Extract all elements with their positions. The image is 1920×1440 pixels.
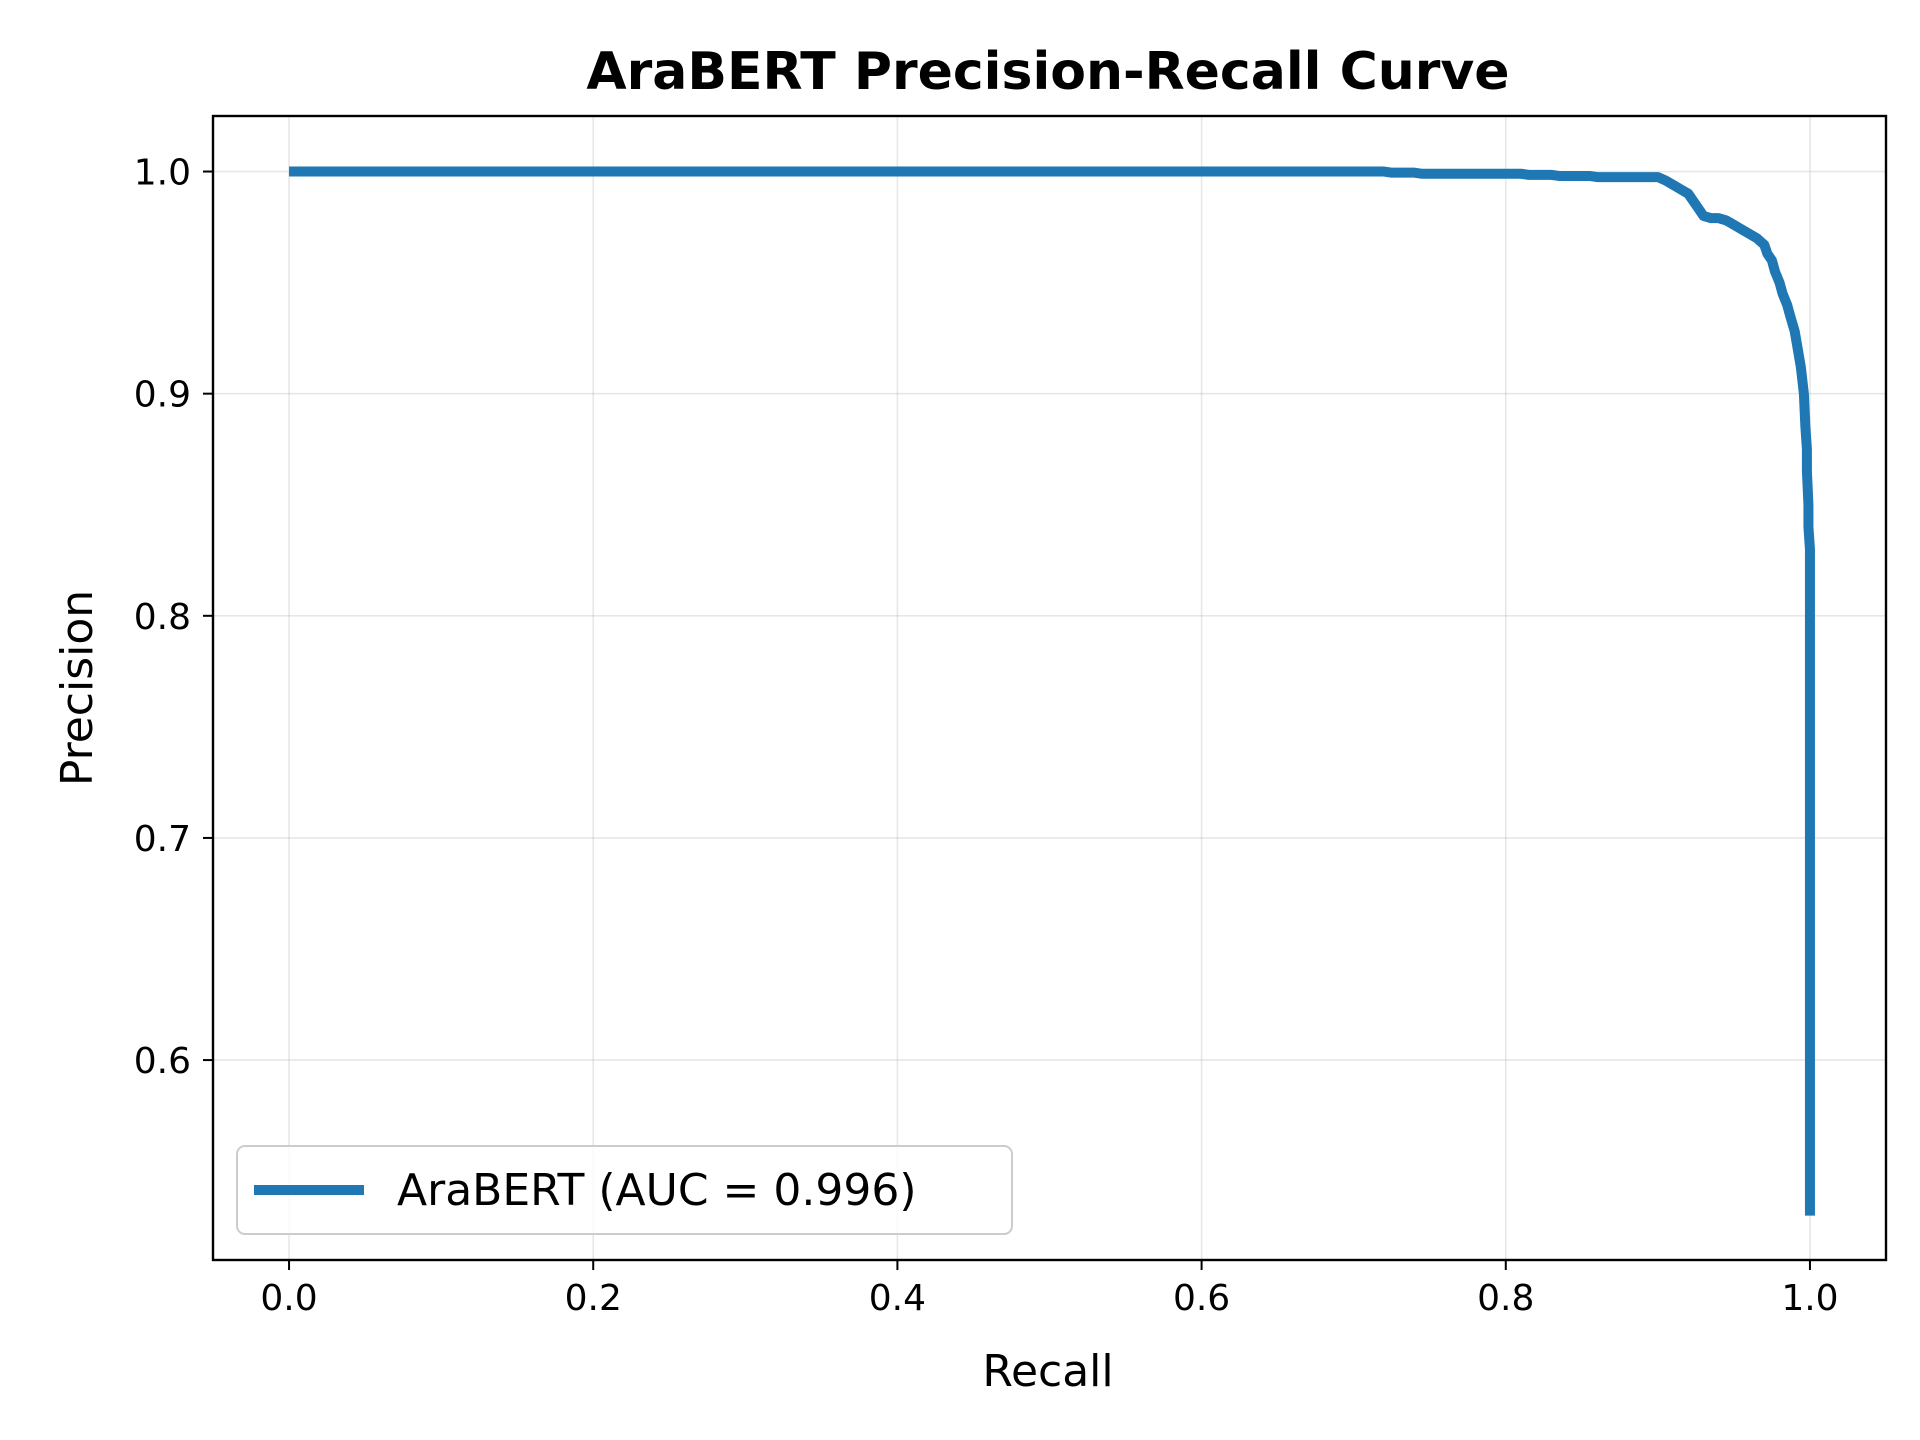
x-tick-label: 0.0	[260, 1278, 317, 1319]
series-line	[289, 166, 1815, 1216]
y-tick-label: 1.0	[134, 153, 191, 194]
x-tick-label: 0.2	[565, 1278, 622, 1319]
plot-frame	[211, 114, 1888, 1262]
y-tick-label: 0.7	[134, 819, 191, 860]
legend: AraBERT (AUC = 0.996)	[236, 1145, 1013, 1235]
legend-box	[236, 1145, 1013, 1235]
y-tick-label: 0.8	[134, 597, 191, 638]
legend-label: AraBERT (AUC = 0.996)	[397, 1165, 917, 1216]
axis-ticks: 0.0 0.2 0.4 0.6 0.8 1.0 0.6 0.7 0.8 0.9 1.0	[134, 153, 1839, 1319]
y-axis-label: Precision	[52, 590, 103, 786]
x-axis-label: Recall	[982, 1346, 1113, 1397]
y-tick-label: 0.6	[134, 1041, 191, 1082]
y-tick-label: 0.9	[134, 375, 191, 416]
series-lines	[289, 166, 1815, 1216]
chart-title: AraBERT Precision-Recall Curve	[586, 42, 1509, 102]
x-tick-label: 0.8	[1477, 1278, 1534, 1319]
x-tick-label: 1.0	[1781, 1278, 1838, 1319]
x-tick-label: 0.4	[869, 1278, 926, 1319]
x-tick-label: 0.6	[1173, 1278, 1230, 1319]
